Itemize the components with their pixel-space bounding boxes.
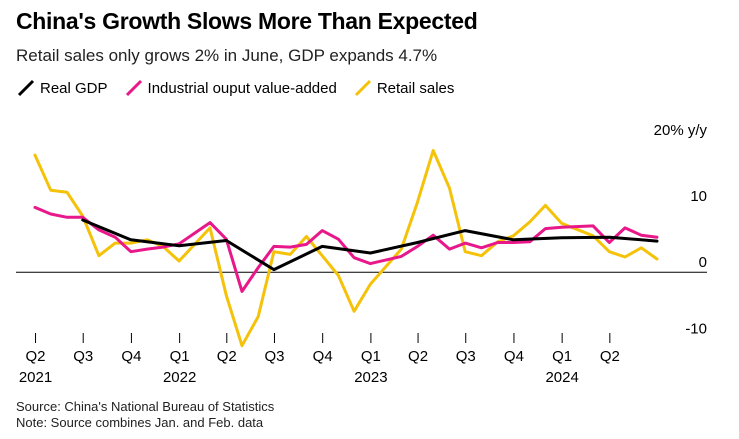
x-tick-label: Q4	[121, 348, 141, 365]
x-tick-year-label: 2022	[163, 369, 196, 386]
legend: Real GDP Industrial ouput value-added Re…	[16, 78, 470, 98]
source-line: Source: China's National Bureau of Stati…	[16, 399, 275, 414]
y-tick-label: -10	[685, 320, 707, 337]
legend-swatch-retail	[354, 79, 371, 97]
x-tick-label: Q2	[26, 348, 46, 365]
x-tick-year-label: 2021	[19, 369, 52, 386]
y-tick-label: 20% y/y	[654, 122, 708, 139]
x-tick-label: Q2	[600, 348, 620, 365]
legend-swatch-industrial	[125, 79, 142, 97]
x-tick-label: Q4	[313, 348, 333, 365]
y-tick-label: 10	[690, 188, 707, 205]
legend-label-real-gdp: Real GDP	[40, 79, 108, 97]
legend-label-industrial: Industrial ouput value-added	[147, 79, 337, 97]
x-tick-label: Q1	[361, 348, 381, 365]
note-line: Note: Source combines Jan. and Feb. data	[16, 415, 264, 430]
x-tick-label: Q3	[264, 348, 284, 365]
chart-title: China's Growth Slows More Than Expected	[16, 8, 478, 34]
series-line-retail	[33, 149, 659, 348]
source-note: Source: China's National Bureau of Stati…	[16, 399, 274, 431]
legend-item-retail: Retail sales	[353, 78, 455, 98]
legend-label-retail: Retail sales	[376, 79, 455, 97]
x-tick-label: Q1	[170, 348, 190, 365]
x-tick-year-label: 2023	[354, 369, 387, 386]
series-line-industrial	[33, 205, 659, 293]
series-line-real-gdp	[81, 218, 659, 272]
x-tick-label: Q1	[552, 348, 572, 365]
x-tick-year-label: 2024	[545, 369, 578, 386]
chart-subtitle: Retail sales only grows 2% in June, GDP …	[16, 46, 438, 65]
legend-item-industrial: Industrial ouput value-added	[124, 78, 337, 98]
x-tick-label: Q3	[73, 348, 93, 365]
y-tick-label: 0	[699, 254, 707, 271]
x-tick-label: Q4	[504, 348, 524, 365]
legend-item-real-gdp: Real GDP	[16, 78, 108, 98]
legend-swatch-real-gdp	[17, 79, 35, 97]
x-tick-label: Q3	[456, 348, 476, 365]
x-tick-label: Q2	[217, 348, 237, 365]
x-tick-label: Q2	[408, 348, 428, 365]
